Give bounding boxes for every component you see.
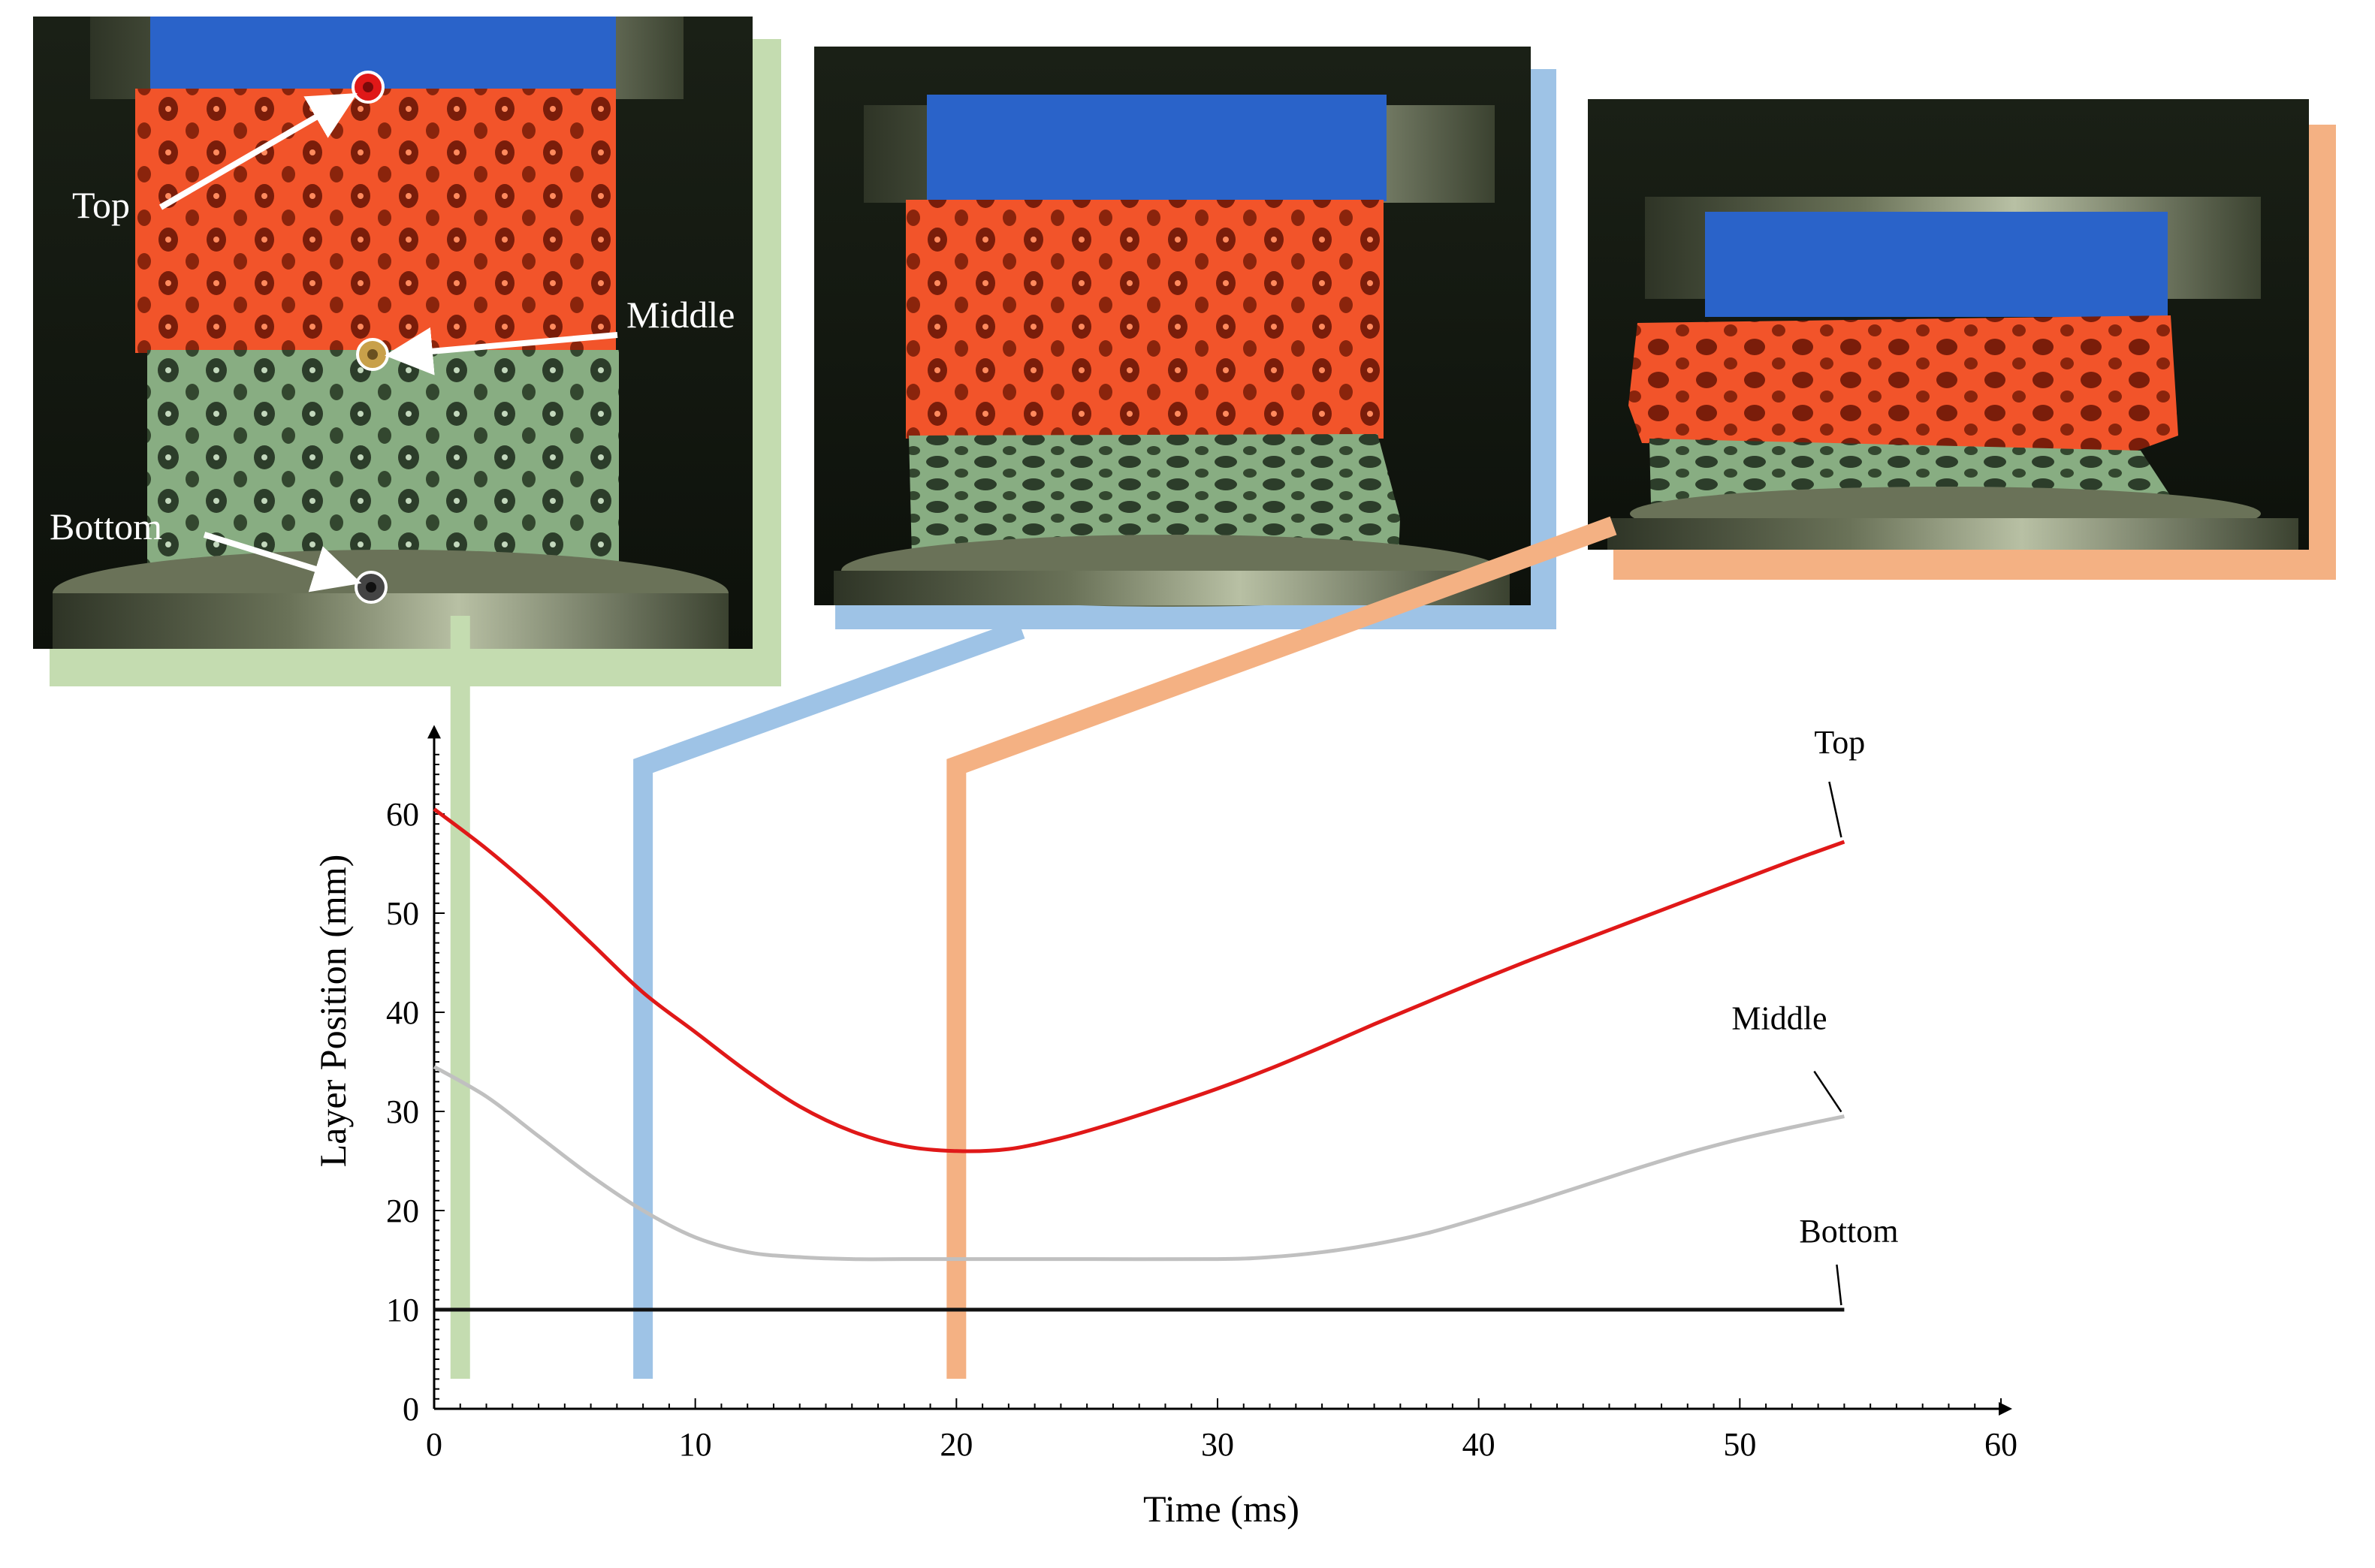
x-tick-label: 20: [940, 1426, 973, 1463]
y-tick-label: 20: [386, 1193, 419, 1229]
x-tick-label: 0: [426, 1426, 442, 1463]
series-label-bottom: Bottom: [1799, 1213, 1898, 1250]
y-tick-label: 60: [386, 796, 419, 833]
y-tick-label: 0: [403, 1391, 419, 1428]
series-label-leader: [1828, 781, 1842, 838]
series-label-leader: [1813, 1070, 1842, 1113]
series-top-line: [433, 807, 1845, 1153]
x-tick-label: 50: [1723, 1426, 1756, 1463]
photo-label-bottom: Bottom: [50, 505, 162, 547]
photo-label-top: Top: [72, 184, 130, 226]
x-tick-label: 10: [679, 1426, 712, 1463]
series-label-middle: Middle: [1731, 1000, 1827, 1037]
y-tick-label: 50: [386, 895, 419, 932]
time-marker-blue: [633, 620, 1025, 1379]
x-tick-label: 60: [1984, 1426, 2017, 1463]
photo-3: [1588, 99, 2309, 550]
photo-label-middle: Middle: [626, 294, 735, 336]
y-tick-label: 40: [386, 994, 419, 1031]
layer-position-chart: 0 10 20 30 40 50 60 0 10 20 30 40 50 60 Top Middle Bott…: [386, 724, 2017, 1463]
y-tick-label: 10: [386, 1292, 419, 1328]
x-tick-label: 30: [1201, 1426, 1234, 1463]
photo-1: Top Middle Bottom: [33, 17, 753, 649]
y-axis-label: Layer Position (mm): [312, 855, 354, 1168]
series-middle-line: [433, 1065, 1845, 1262]
photo-2: [814, 47, 1531, 607]
series-label-top: Top: [1814, 724, 1865, 761]
x-tick-label: 40: [1462, 1426, 1495, 1463]
y-tick-label: 30: [386, 1093, 419, 1130]
series-label-leader: [1836, 1264, 1842, 1306]
x-axis-label: Time (ms): [1143, 1488, 1299, 1530]
time-marker-orange: [946, 516, 1617, 1379]
